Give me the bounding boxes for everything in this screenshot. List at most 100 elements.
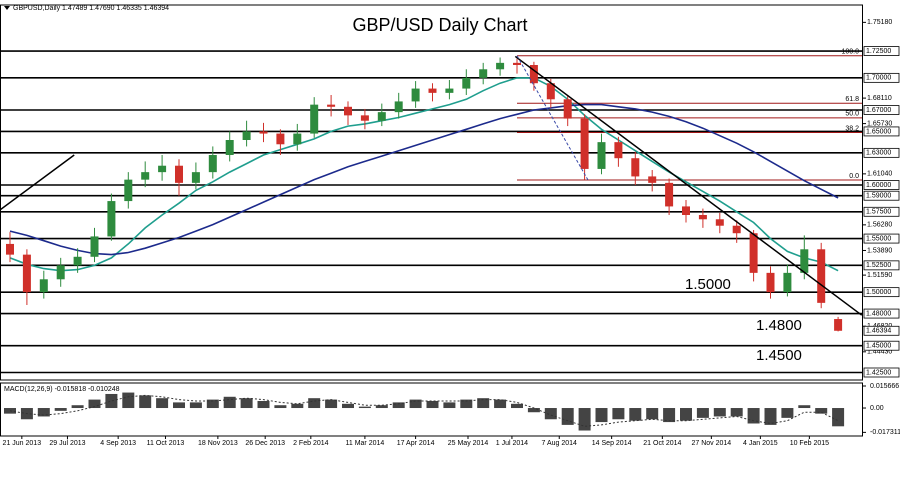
candle-body: [6, 243, 14, 255]
macd-bar: [730, 408, 743, 417]
fib-label: 50.0: [845, 111, 859, 118]
candle-body: [73, 256, 82, 266]
candle-body: [90, 236, 99, 257]
macd-bar: [663, 408, 676, 423]
macd-bar: [713, 408, 726, 417]
candle-body: [732, 225, 741, 234]
x-tick-label: 25 May 2014: [448, 440, 489, 447]
x-tick-label: 18 Nov 2013: [198, 440, 238, 447]
level-label: 1.65000: [866, 128, 891, 135]
macd-bar: [527, 408, 540, 413]
y-tick-label: 1.44430: [867, 349, 892, 356]
level-label: 1.50000: [866, 289, 891, 296]
x-tick-label: 21 Jun 2013: [3, 440, 42, 447]
macd-bar: [139, 395, 152, 409]
level-label: 1.48000: [866, 310, 891, 317]
x-tick-label: 21 Oct 2014: [643, 440, 681, 447]
trendline: [514, 55, 863, 316]
candle-body: [563, 99, 572, 119]
macd-bar: [747, 408, 760, 424]
x-tick-label: 7 Aug 2014: [542, 440, 578, 447]
macd-bar: [561, 408, 574, 425]
plot-layer: 1.75180 1.68110 1.65730 1.61040 1.56280 1.538…: [0, 4, 900, 447]
x-tick-label: 26 Dec 2013: [245, 440, 285, 447]
x-tick-label: 14 Sep 2014: [592, 440, 632, 447]
candle-body: [377, 112, 386, 121]
macd-bar: [274, 405, 287, 409]
macd-bar: [223, 396, 236, 409]
x-tick-label: 11 Oct 2013: [147, 440, 185, 447]
candle-body: [225, 140, 234, 155]
macd-bar: [173, 402, 185, 409]
candle-body: [191, 172, 200, 183]
candle-body: [682, 206, 690, 215]
level-label: 1.59000: [866, 193, 891, 200]
annotation: 1.4800: [756, 317, 802, 334]
candle-body: [445, 88, 454, 93]
macd-bar: [798, 405, 811, 409]
macd-bar: [696, 408, 709, 418]
level-label: 1.45000: [866, 343, 891, 350]
candle-body: [479, 69, 488, 78]
x-tick-label: 29 Jul 2013: [49, 440, 85, 447]
macd-bar: [578, 408, 591, 431]
candle-body: [276, 133, 285, 145]
last-price-box: [863, 325, 900, 336]
level-label-box: [863, 206, 900, 217]
candle-body: [158, 165, 167, 173]
x-tick-label: 10 Feb 2015: [790, 440, 829, 447]
macd-bar: [122, 392, 135, 409]
level-label-box: [863, 308, 900, 319]
macd-bar: [815, 408, 828, 414]
fib-label: 0.0: [849, 173, 859, 180]
fib-label: 38.2: [845, 125, 859, 132]
candle-body: [327, 104, 336, 107]
fib-label: 61.8: [845, 96, 859, 103]
level-label-box: [863, 126, 900, 137]
macd-bar: [595, 408, 608, 423]
candle-body: [428, 88, 437, 93]
level-label: 1.67000: [866, 107, 891, 114]
macd-bar: [629, 408, 642, 421]
candle-body: [529, 65, 538, 84]
candle-body: [259, 131, 268, 134]
candle-body: [124, 179, 133, 202]
candle-body: [715, 219, 724, 226]
macd-label: MACD(12,26,9) -0.015818 -0.010248: [4, 386, 120, 393]
macd-bar: [494, 399, 507, 409]
candle-body: [698, 215, 707, 220]
price-panel: [0, 4, 863, 381]
x-tick-label: 4 Jan 2015: [743, 440, 778, 447]
level-label-box: [863, 340, 900, 351]
moving-average: [9, 103, 839, 256]
level-label: 1.63000: [866, 150, 891, 157]
candle-body: [310, 104, 319, 134]
macd-bar: [37, 408, 50, 417]
header-arrow: [4, 6, 10, 10]
x-tick-label: 1 Jul 2014: [496, 440, 528, 447]
level-label-box: [863, 190, 900, 201]
candle-body: [597, 142, 606, 169]
candle-body: [462, 77, 471, 89]
candle-body: [580, 118, 589, 169]
y-tick-label: 1.61040: [867, 171, 892, 178]
macd-bar: [105, 393, 118, 409]
candle-body: [22, 254, 31, 293]
y-tick-label: 1.75180: [867, 19, 892, 26]
header: GBPUSD,Daily 1.47489 1.47690 1.46335 1.4…: [13, 5, 169, 12]
candle-body: [783, 272, 792, 293]
level-label-box: [863, 72, 900, 83]
macd-tick-label: 0.015666: [870, 383, 899, 390]
moving-average: [9, 77, 839, 272]
last-price-label: 1.46394: [866, 328, 891, 335]
macd-bar: [443, 402, 456, 409]
candle-body: [766, 272, 775, 293]
level-label: 1.60000: [866, 182, 891, 189]
level-label: 1.42500: [866, 369, 891, 376]
macd-bar: [358, 406, 371, 409]
macd-bar: [257, 400, 270, 409]
chart-title: GBP/USD Daily Chart: [352, 15, 527, 35]
level-label: 1.70000: [866, 75, 891, 82]
candle-body: [39, 279, 48, 293]
